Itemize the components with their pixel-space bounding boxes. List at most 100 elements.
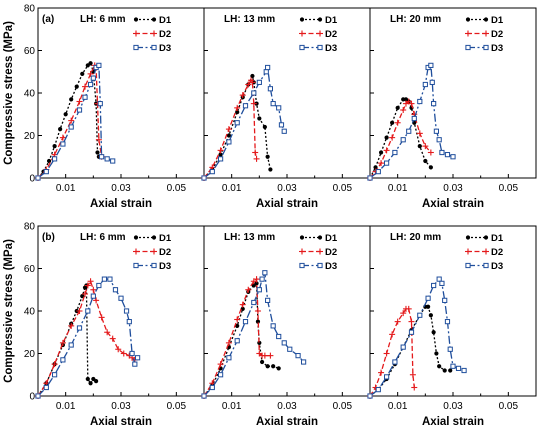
- legend-label: D2: [491, 29, 503, 40]
- panel-b-3: 0.01 0.03 0.05 Axial strain LH: 20 mm D1 D2 D3: [367, 225, 537, 428]
- data-point-d1: [88, 381, 93, 386]
- series-d2: [367, 98, 434, 181]
- legend-item-d1: D1: [465, 15, 504, 26]
- data-point-d1: [390, 120, 395, 125]
- data-point-d2: [245, 81, 252, 88]
- data-point-d1: [373, 165, 378, 170]
- series-line-d3: [203, 270, 305, 397]
- panel-b-1: 0.01 0.03 0.05 0 20 40 60 80 Axial strain Compres…: [3, 222, 205, 428]
- data-point-d3: [112, 287, 119, 293]
- x-axis-title: Axial strain: [422, 198, 484, 210]
- data-point-d3: [135, 355, 141, 361]
- data-point-d1: [69, 97, 74, 102]
- x-tick-label: 0.03: [277, 183, 297, 194]
- y-tick-label: 80: [24, 4, 36, 15]
- data-point-d2: [84, 282, 91, 289]
- x-tick-label: 0.03: [111, 183, 131, 194]
- legend-item-d1: D1: [133, 15, 172, 26]
- x-tick-label: 0.01: [56, 401, 76, 412]
- series-d1: [201, 73, 273, 181]
- legend-marker: [133, 235, 139, 240]
- data-point-d2: [98, 314, 105, 321]
- panel-title: LH: 20 mm: [390, 14, 441, 25]
- x-tick-label: 0.05: [499, 401, 519, 412]
- panel-b-2: 0.01 0.03 0.05 Axial strain LH: 13 mm D1 D2 D3: [201, 225, 371, 428]
- legend-marker: [465, 30, 471, 37]
- x-axis-title: Axial strain: [422, 416, 484, 428]
- data-point-d3: [110, 158, 116, 164]
- data-point-d2: [252, 149, 259, 156]
- legend-item-d2: D2: [133, 247, 171, 258]
- legend-item-d3: D3: [133, 43, 171, 54]
- data-point-d3: [209, 169, 215, 175]
- data-point-d3: [444, 319, 451, 325]
- series-line-d3: [369, 278, 465, 397]
- data-point-d2: [93, 297, 100, 304]
- y-axis-title: Compressive stress (MPa): [3, 239, 15, 383]
- series-d1: [201, 281, 281, 399]
- legend-marker: [483, 235, 489, 240]
- data-point-d3: [442, 297, 448, 303]
- panel-title: LH: 13 mm: [224, 232, 275, 243]
- data-point-d3: [270, 323, 276, 329]
- panel-label: (b): [42, 232, 55, 243]
- x-tick-label: 0.03: [111, 401, 131, 412]
- data-point-d3: [218, 156, 224, 162]
- legend-marker: [151, 248, 157, 255]
- data-point-d3: [265, 297, 271, 303]
- data-point-d3: [444, 152, 451, 158]
- data-point-d1: [74, 84, 79, 89]
- data-point-d1: [218, 152, 223, 157]
- legend-marker: [299, 262, 305, 269]
- legend-marker: [317, 262, 323, 269]
- data-point-d2: [217, 147, 224, 154]
- legend-marker: [133, 17, 139, 22]
- x-tick-label: 0.03: [443, 183, 463, 194]
- x-tick-label: 0.05: [499, 183, 519, 194]
- data-point-d1: [46, 158, 52, 164]
- y-tick-label: 20: [24, 349, 36, 360]
- legend-item-d3: D3: [465, 261, 503, 272]
- data-point-d3: [35, 393, 41, 399]
- data-point-d3: [431, 101, 437, 107]
- data-point-d2: [245, 286, 252, 293]
- panel-title: LH: 6 mm: [80, 14, 126, 25]
- data-point-d3: [425, 295, 431, 301]
- data-point-d2: [90, 286, 97, 293]
- legend-marker: [483, 44, 489, 51]
- data-point-d2: [267, 352, 274, 359]
- data-point-d2: [408, 318, 415, 325]
- data-point-d3: [439, 280, 445, 286]
- data-point-d3: [263, 69, 269, 75]
- legend-marker: [151, 262, 157, 269]
- legend-label: D3: [159, 43, 171, 54]
- data-point-d3: [422, 81, 428, 88]
- data-point-d3: [256, 287, 262, 293]
- legend-label: D2: [159, 29, 171, 40]
- data-point-d3: [267, 86, 273, 92]
- series-line-d3: [369, 64, 454, 179]
- data-point-d3: [43, 169, 49, 175]
- data-point-d3: [270, 101, 276, 107]
- data-point-d3: [447, 346, 453, 352]
- data-point-d3: [82, 94, 88, 100]
- data-point-d3: [218, 372, 224, 378]
- x-tick-label: 0.05: [333, 401, 353, 412]
- legend-marker: [299, 17, 305, 22]
- series-line-d2: [203, 277, 271, 397]
- data-point-d3: [101, 276, 108, 282]
- x-tick-label: 0.03: [277, 401, 297, 412]
- data-point-d3: [392, 359, 398, 365]
- series-d2: [367, 305, 418, 399]
- legend-marker: [465, 248, 471, 255]
- y-tick-label: 0: [29, 174, 35, 185]
- data-point-d3: [367, 393, 373, 399]
- legend-item-d3: D3: [299, 43, 337, 54]
- legend-label: D1: [325, 15, 338, 26]
- data-point-d3: [43, 384, 49, 391]
- data-point-d3: [256, 79, 262, 85]
- data-point-d3: [411, 115, 417, 122]
- data-point-d3: [276, 105, 282, 111]
- data-point-d2: [253, 155, 260, 162]
- data-point-d3: [90, 75, 96, 81]
